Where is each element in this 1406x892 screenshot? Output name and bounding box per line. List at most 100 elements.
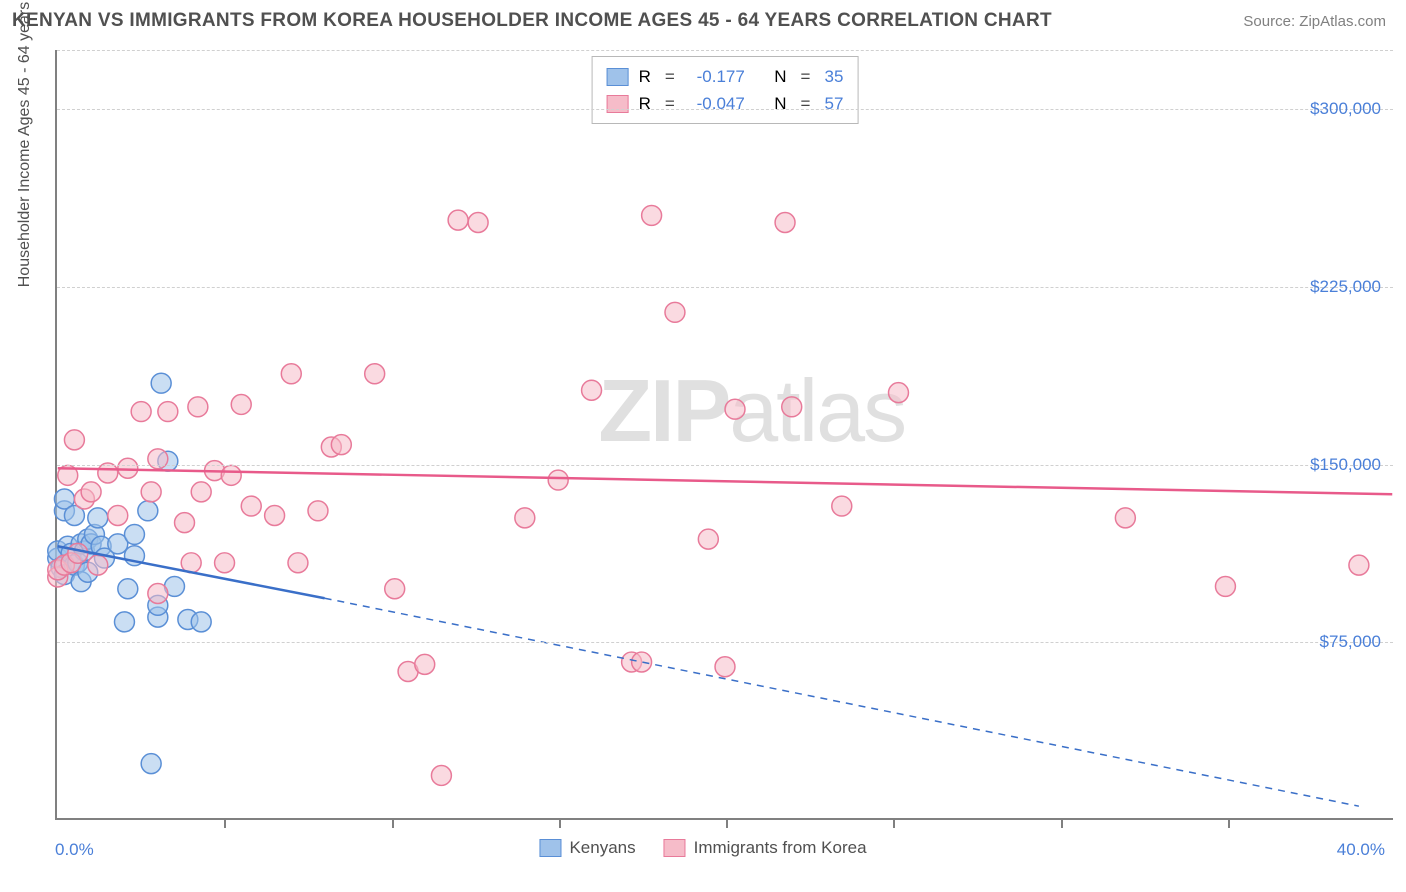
data-point [832,496,852,516]
legend-series-label-0: Kenyans [569,838,635,858]
data-point [365,364,385,384]
chart-svg [57,50,1393,818]
source-value: ZipAtlas.com [1299,13,1386,30]
x-tick [1061,818,1063,828]
legend-n-label: N [774,90,786,117]
data-point [665,302,685,322]
x-axis-min-label: 0.0% [55,840,94,860]
legend-series-swatch-1 [664,839,686,857]
data-point [782,397,802,417]
data-point [582,380,602,400]
data-point [265,506,285,526]
data-point [515,508,535,528]
data-point [124,524,144,544]
data-point [148,449,168,469]
legend-series-item-1: Immigrants from Korea [664,838,867,858]
data-point [725,399,745,419]
data-point [448,210,468,230]
data-point [191,482,211,502]
legend-r-value-1: -0.047 [689,90,745,117]
legend-swatch-0 [607,68,629,86]
data-point [175,513,195,533]
data-point [151,373,171,393]
legend-row-1: R = -0.047 N = 57 [607,90,844,117]
data-point [548,470,568,490]
data-point [715,657,735,677]
source-label: Source: [1243,13,1295,30]
data-point [431,765,451,785]
x-tick [392,818,394,828]
legend-eq: = [665,63,675,90]
x-tick [726,818,728,828]
legend-n-value-0: 35 [824,63,843,90]
data-point [231,394,251,414]
grid-line [57,287,1393,288]
y-tick-label: $75,000 [1320,632,1381,652]
data-point [141,482,161,502]
legend-r-value-0: -0.177 [689,63,745,90]
x-tick [893,818,895,828]
legend-r-label: R [639,63,651,90]
data-point [188,397,208,417]
data-point [98,463,118,483]
data-point [642,205,662,225]
legend-row-0: R = -0.177 N = 35 [607,63,844,90]
data-point [281,364,301,384]
grid-line [57,465,1393,466]
y-tick-label: $225,000 [1310,277,1381,297]
grid-line [57,109,1393,110]
x-tick [224,818,226,828]
legend-series: Kenyans Immigrants from Korea [539,838,866,858]
data-point [288,553,308,573]
chart-header: KENYAN VS IMMIGRANTS FROM KOREA HOUSEHOL… [0,0,1406,38]
legend-n-value-1: 57 [824,90,843,117]
data-point [148,584,168,604]
data-point [1115,508,1135,528]
data-point [138,501,158,521]
trend-line-dashed [325,598,1359,806]
x-tick [1228,818,1230,828]
legend-eq: = [801,90,811,117]
data-point [88,508,108,528]
chart-title: KENYAN VS IMMIGRANTS FROM KOREA HOUSEHOL… [12,10,1052,32]
data-point [118,579,138,599]
legend-series-item-0: Kenyans [539,838,635,858]
data-point [64,430,84,450]
data-point [1215,576,1235,596]
data-point [81,482,101,502]
data-point [215,553,235,573]
data-point [241,496,261,516]
data-point [385,579,405,599]
trend-line [58,468,1393,494]
x-tick [559,818,561,828]
y-tick-label: $150,000 [1310,455,1381,475]
data-point [632,652,652,672]
data-point [775,213,795,233]
data-point [108,506,128,526]
data-point [1349,555,1369,575]
legend-eq: = [665,90,675,117]
y-tick-label: $300,000 [1310,99,1381,119]
legend-series-swatch-0 [539,839,561,857]
y-axis-title: Householder Income Ages 45 - 64 years [16,2,34,288]
data-point [331,435,351,455]
legend-correlation: R = -0.177 N = 35 R = -0.047 N = 57 [592,56,859,124]
legend-eq: = [801,63,811,90]
data-point [221,465,241,485]
source-attribution: Source: ZipAtlas.com [1243,13,1386,30]
legend-series-label-1: Immigrants from Korea [694,838,867,858]
data-point [158,402,178,422]
data-point [698,529,718,549]
data-point [68,543,88,563]
plot-area: ZIPatlas R = -0.177 N = 35 R = -0.047 N … [55,50,1393,820]
data-point [415,654,435,674]
data-point [191,612,211,632]
grid-line [57,642,1393,643]
x-axis-max-label: 40.0% [1337,840,1385,860]
data-point [114,612,134,632]
data-point [468,213,488,233]
data-point [889,383,909,403]
data-point [141,754,161,774]
data-point [88,555,108,575]
data-point [308,501,328,521]
